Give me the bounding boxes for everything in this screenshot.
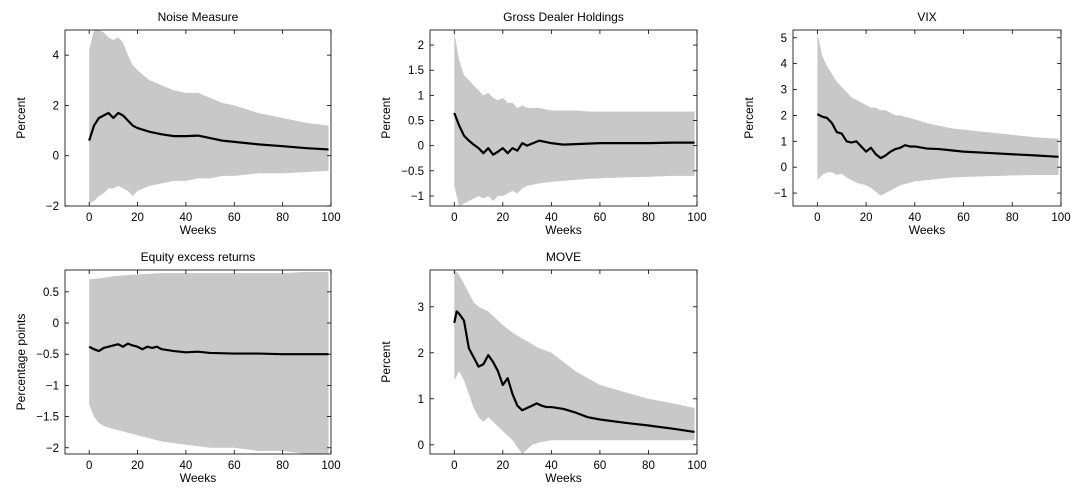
chart-3-ytick-label: −1 xyxy=(774,188,787,200)
chart-4-xtick-label: 20 xyxy=(131,460,144,472)
chart-1-estimate-line xyxy=(88,111,329,151)
chart-3-axes-box xyxy=(792,29,1062,207)
chart-2-title: Gross Dealer Holdings xyxy=(503,10,624,24)
chart-4-estimate-line xyxy=(88,342,329,356)
chart-2-xtick-label: 0 xyxy=(451,212,457,224)
chart-1-panel: 0 20 40 60 80 100 −2 0 2 4 Noise Measure Weeks Perce… xyxy=(14,10,341,237)
chart-1-xtick-label: 60 xyxy=(228,212,241,224)
chart-5-confidence-band xyxy=(454,270,695,454)
chart-2-xtick-label: 80 xyxy=(642,212,655,224)
chart-3-xtick-label: 20 xyxy=(860,212,873,224)
chart-4-axes-box xyxy=(64,269,332,455)
chart-5-estimate-line xyxy=(453,310,695,434)
chart-4-confidence-band xyxy=(89,271,329,454)
chart-2-ytick-label: −0.5 xyxy=(401,166,424,178)
chart-2-confidence-band xyxy=(454,32,695,206)
chart-5-xtick-label: 40 xyxy=(545,460,558,472)
chart-4-xtick-label: 0 xyxy=(86,460,92,472)
chart-1-xlabel: Weeks xyxy=(180,223,216,237)
chart-3-ytick-label: 4 xyxy=(781,59,788,71)
chart-3-ytick-label: 5 xyxy=(781,33,787,45)
chart-5-xtick-label: 100 xyxy=(687,460,706,472)
chart-1-xtick-label: 80 xyxy=(276,212,289,224)
chart-4-ytick-label: −1.5 xyxy=(36,412,59,424)
chart-3-ytick-label: 2 xyxy=(781,110,787,122)
chart-4-title: Equity excess returns xyxy=(141,250,256,264)
chart-5-ytick-label: 3 xyxy=(418,302,424,314)
chart-2-ytick-label: 2 xyxy=(418,40,424,52)
chart-1-ytick-label: −2 xyxy=(46,201,59,213)
chart-3-panel: 0 20 40 60 80 100 −1 0 1 2 3 4 5 VIX Weeks Percent xyxy=(742,10,1071,237)
chart-4-xtick-label: 40 xyxy=(180,460,193,472)
chart-3-xtick-label: 100 xyxy=(1051,212,1070,224)
chart-2-ytick-label: 0.5 xyxy=(408,116,424,128)
chart-2-xtick-label: 20 xyxy=(496,212,509,224)
chart-1-ytick-label: 2 xyxy=(53,100,59,112)
chart-3-ylabel: Percent xyxy=(742,97,756,139)
chart-3-xtick-label: 40 xyxy=(908,212,921,224)
chart-4-ytick-label: −0.5 xyxy=(36,349,59,361)
chart-3-estimate-line xyxy=(816,113,1059,160)
chart-3-xtick-label: 0 xyxy=(814,212,820,224)
chart-3-ytick-label: 3 xyxy=(781,85,787,97)
chart-1-title: Noise Measure xyxy=(158,10,239,24)
chart-2-estimate-line xyxy=(453,112,695,156)
chart-5-title: MOVE xyxy=(546,250,581,264)
chart-2-xtick-label: 40 xyxy=(545,212,558,224)
chart-4-ytick-label: −2 xyxy=(46,443,59,455)
chart-4-ytick-label: −1 xyxy=(46,380,59,392)
chart-1-ytick-label: 4 xyxy=(53,50,60,62)
chart-4-xtick-label: 100 xyxy=(321,460,340,472)
chart-4-ytick-label: 0.5 xyxy=(43,287,59,299)
chart-2-xtick-label: 60 xyxy=(594,212,607,224)
chart-4-xlabel: Weeks xyxy=(180,471,216,485)
chart-2-axes-box xyxy=(429,29,698,207)
chart-1-confidence-band xyxy=(89,30,329,204)
chart-2-ytick-label: −1 xyxy=(411,191,424,203)
chart-5-axes-box xyxy=(429,269,698,455)
chart-3-xtick-label: 60 xyxy=(957,212,970,224)
chart-1-xtick-label: 20 xyxy=(131,212,144,224)
chart-1-xtick-label: 0 xyxy=(86,212,92,224)
chart-2-xtick-label: 100 xyxy=(687,212,706,224)
chart-5-xtick-label: 60 xyxy=(594,460,607,472)
chart-1-xtick-label: 40 xyxy=(180,212,193,224)
chart-3-confidence-band xyxy=(817,32,1059,196)
chart-5-ytick-label: 2 xyxy=(418,348,424,360)
chart-2-ytick-label: 0 xyxy=(418,141,424,153)
chart-1-ylabel: Percent xyxy=(14,97,28,139)
chart-4-ylabel: Percentage points xyxy=(14,314,28,411)
chart-1-xtick-label: 100 xyxy=(321,212,340,224)
chart-4-xtick-label: 80 xyxy=(276,460,289,472)
chart-3-xlabel: Weeks xyxy=(909,223,945,237)
chart-3-xtick-label: 80 xyxy=(1006,212,1019,224)
chart-2-ylabel: Percent xyxy=(379,97,393,139)
chart-1-ytick-label: 0 xyxy=(53,151,59,163)
chart-4-ytick-label: 0 xyxy=(53,318,59,330)
chart-5-ytick-label: 1 xyxy=(418,394,424,406)
chart-4-xtick-label: 60 xyxy=(228,460,241,472)
chart-5-ylabel: Percent xyxy=(379,341,393,383)
chart-5-xlabel: Weeks xyxy=(545,471,581,485)
chart-5-ytick-label: 0 xyxy=(418,440,424,452)
chart-3-ytick-label: 0 xyxy=(781,162,787,174)
chart-5-xtick-label: 80 xyxy=(642,460,655,472)
chart-2-xlabel: Weeks xyxy=(545,223,581,237)
chart-2-ytick-label: 1 xyxy=(418,90,424,102)
chart-1-axes-box xyxy=(64,29,332,207)
chart-3-ytick-label: 1 xyxy=(781,136,787,148)
chart-5-xtick-label: 20 xyxy=(496,460,509,472)
chart-5-xtick-label: 0 xyxy=(451,460,457,472)
chart-5-panel: 0 20 40 60 80 100 0 1 2 3 MOVE Weeks Percent xyxy=(379,250,707,485)
chart-2-ytick-label: 1.5 xyxy=(408,65,424,77)
chart-4-panel: 0 20 40 60 80 100 −2 −1.5 −1 −0.5 0 0.5 Equity exces… xyxy=(14,250,341,485)
chart-3-title: VIX xyxy=(917,10,936,24)
chart-2-panel: 0 20 40 60 80 100 −1 −0.5 0 0.5 1 1.5 2 Gross Dealer … xyxy=(379,10,707,237)
